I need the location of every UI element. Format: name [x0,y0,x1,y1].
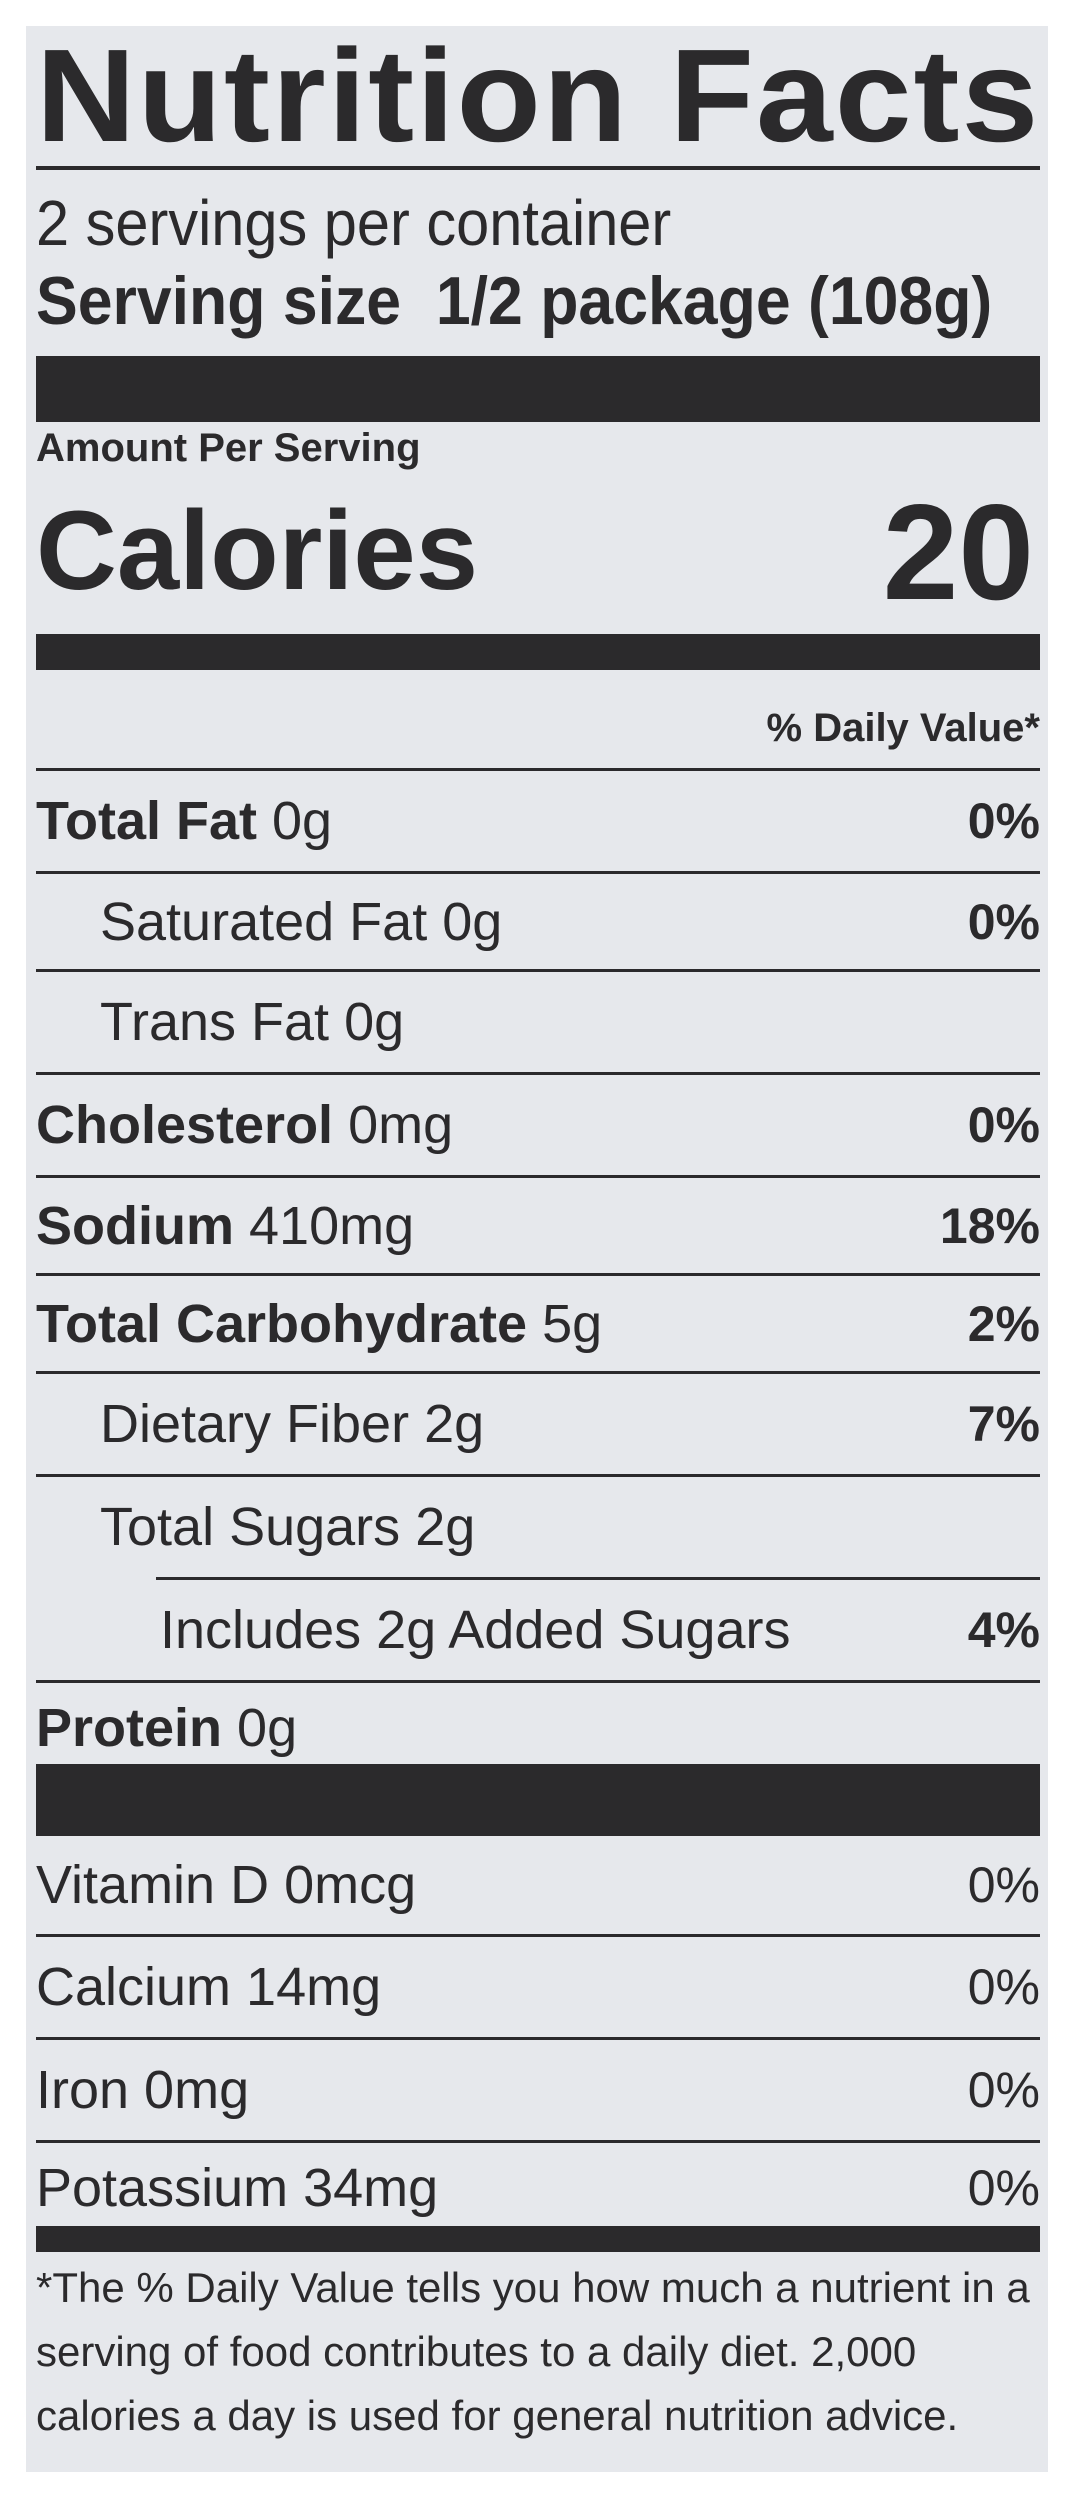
calories-value: 20 [882,476,1034,628]
nutrient-name: Protein [36,1698,223,1758]
label-title: Nutrition Facts [36,22,1041,169]
nutrient-dv: 0% [967,793,1040,849]
nutrient-dv: 4% [967,1602,1040,1658]
vitamin-row-vitamin-d: Vitamin D 0mcg 0% [36,1836,1040,1934]
nutrient-amount: 5g [542,1293,603,1354]
nutrient-name: Includes 2g Added Sugars [160,1600,791,1660]
amount-per-serving: Amount Per Serving [36,426,421,470]
nutrient-amount: 0g [442,891,503,952]
nutrient-row-total-carbohydrate: Total Carbohydrate 5g 2% [36,1273,1040,1371]
vitamin-name: Calcium 14mg [36,1957,382,2017]
vitamin-name: Potassium 34mg [36,2158,439,2218]
serving-size-value: 1/2 package (108g) [435,263,993,339]
nutrient-dv: 2% [967,1295,1040,1352]
nutrient-amount: 2g [424,1394,485,1454]
nutrient-row-total-fat: Total Fat 0g 0% [36,768,1040,871]
serving-size-label: Serving size [36,263,402,339]
vitamin-row-potassium: Potassium 34mg 0% [36,2140,1040,2233]
calories-label: Calories [36,488,478,613]
divider-medium [36,634,1040,670]
nutrient-name: Cholesterol [36,1095,334,1155]
vitamin-dv: 0% [967,1959,1040,2015]
footnote: *The % Daily Value tells you how much a … [36,2264,1030,2439]
vitamin-dv: 0% [967,2062,1040,2118]
nutrient-name: Sodium [36,1195,234,1256]
vitamin-name: Vitamin D 0mcg [36,1855,417,1915]
nutrient-amount: 0g [344,992,405,1052]
nutrition-facts-label: Nutrition Facts 2 servings per container… [26,26,1048,2472]
serving-size: Serving size 1/2 package (108g) [36,262,992,340]
nutrient-dv: 0% [967,893,1040,950]
vitamin-row-calcium: Calcium 14mg 0% [36,1934,1040,2037]
divider-thin [36,166,1040,170]
nutrient-name: Trans Fat [100,992,330,1052]
vitamin-dv: 0% [967,1857,1040,1913]
nutrient-row-cholesterol: Cholesterol 0mg 0% [36,1072,1040,1175]
nutrient-row-total-sugars: Total Sugars 2g [36,1474,1040,1577]
nutrient-dv: 0% [967,1097,1040,1153]
nutrient-amount: 2g [415,1497,476,1557]
vitamin-name: Iron 0mg [36,2060,250,2120]
nutrient-name: Total Sugars [100,1497,401,1557]
nutrient-row-added-sugars: Includes 2g Added Sugars 4% [156,1577,1040,1680]
nutrient-amount: 0mg [348,1095,454,1155]
servings-per-container: 2 servings per container [36,187,672,259]
nutrient-row-protein: Protein 0g [36,1680,1040,1773]
nutrient-row-trans-fat: Trans Fat 0g [36,969,1040,1072]
vitamin-dv: 0% [967,2160,1040,2216]
nutrient-name: Dietary Fiber [100,1394,410,1454]
vitamin-row-iron: Iron 0mg 0% [36,2037,1040,2140]
nutrient-name: Total Carbohydrate [36,1293,528,1354]
nutrient-amount: 410mg [249,1195,415,1256]
nutrient-name: Total Fat [36,791,257,851]
nutrient-dv: 18% [939,1197,1040,1254]
nutrient-row-saturated-fat: Saturated Fat 0g 0% [36,871,1040,969]
daily-value-header: % Daily Value* [766,706,1040,750]
divider-thick [36,1764,1040,1836]
nutrient-amount: 0g [237,1698,298,1758]
divider-medium [36,2226,1040,2252]
nutrient-amount: 0g [272,791,333,851]
nutrient-dv: 7% [967,1396,1040,1452]
nutrient-row-dietary-fiber: Dietary Fiber 2g 7% [36,1371,1040,1474]
nutrient-row-sodium: Sodium 410mg 18% [36,1175,1040,1273]
divider-thick [36,356,1040,422]
nutrient-name: Saturated Fat [100,891,428,952]
